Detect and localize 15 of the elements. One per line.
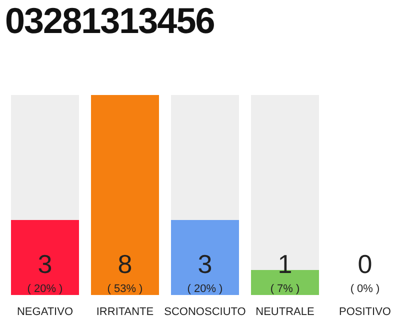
x-tick-label: IRRITANTE	[96, 306, 154, 318]
data-label: 3	[38, 249, 52, 279]
annotation: ( 53% )	[107, 283, 143, 295]
data-label: 3	[198, 249, 212, 279]
x-tick-label: POSITIVO	[339, 306, 392, 318]
annotation: ( 0% )	[350, 283, 380, 295]
annotation: ( 7% )	[270, 283, 300, 295]
x-tick-label: NEUTRALE	[256, 306, 314, 318]
annotation: ( 20% )	[27, 283, 63, 295]
x-tick-label: NEGATIVO	[16, 306, 74, 318]
x-tick-label: SCONOSCIUTO	[164, 306, 246, 318]
annotation: ( 20% )	[187, 283, 223, 295]
data-label: 0	[358, 249, 372, 279]
data-label: 8	[118, 249, 132, 279]
chart-title: 03281313456	[5, 0, 214, 42]
